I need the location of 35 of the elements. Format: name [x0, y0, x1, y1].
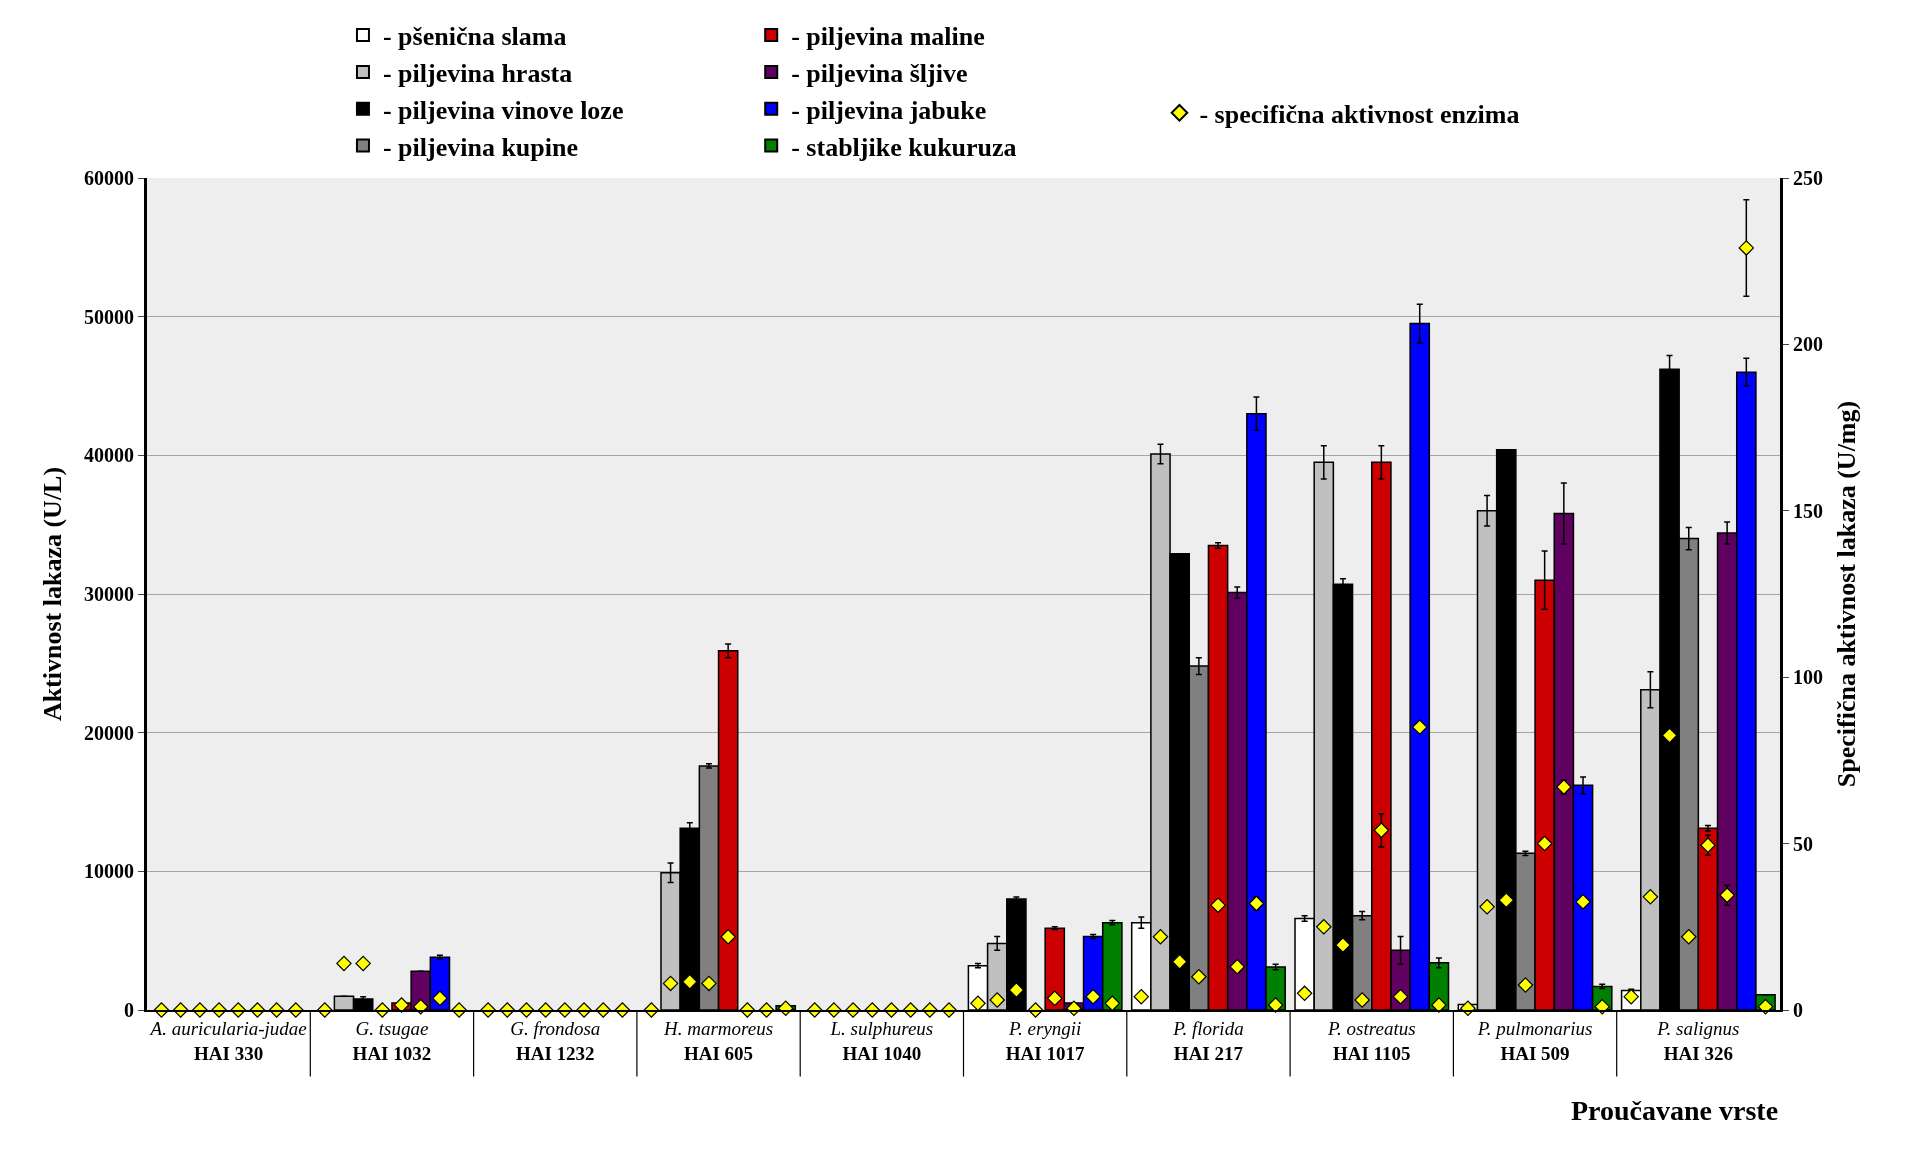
- y-tick-label: 30000: [84, 583, 134, 605]
- x-tick-label: G. frondosa HAI 1232: [510, 1017, 601, 1064]
- legend-label: - specifična aktivnost enzima: [1199, 99, 1520, 129]
- y-tick-label: 50000: [84, 305, 134, 328]
- x-tick-label: P. pulmonarius HAI 509: [1476, 1017, 1593, 1064]
- legend-label: - piljevina hrasta: [382, 59, 573, 89]
- y2-tick-label: 0: [1793, 999, 1803, 1021]
- x-tick-label: P. ostreatus HAI 1105: [1326, 1017, 1416, 1064]
- x-tick-label: G. tsugae HAI 1032: [352, 1017, 432, 1064]
- legend-label: - piljevina kupine: [382, 132, 579, 162]
- x-tick-label: L. sulphureus HAI 1040: [829, 1017, 934, 1064]
- legend-label: - piljevina šljive: [791, 59, 968, 89]
- y-tick-label: 10000: [84, 860, 134, 883]
- y2-tick-label: 100: [1793, 666, 1823, 689]
- x-tick-label: H. marmoreus HAI 605: [663, 1017, 774, 1064]
- y2-tick-label: 50: [1793, 832, 1813, 855]
- legend-label: - piljevina maline: [791, 22, 985, 52]
- y2-tick-label: 250: [1793, 167, 1823, 189]
- x-tick-label: A. auricularia-judae HAI 330: [148, 1017, 307, 1064]
- y2-tick-label: 150: [1793, 499, 1823, 522]
- y-axis-title: Aktivnost lakaza (U/L): [38, 466, 68, 722]
- y-tick-label: 60000: [84, 167, 134, 189]
- x-tick-label: P. florida HAI 217: [1172, 1017, 1244, 1064]
- x-tick-label: P. eryngii HAI 1017: [1005, 1017, 1085, 1064]
- legend-label: - piljevina vinove loze: [382, 95, 624, 125]
- y2-tick-label: 200: [1793, 333, 1823, 356]
- x-axis-title: Proučavane vrste: [1571, 1095, 1779, 1126]
- legend-label: - stabljike kukuruza: [791, 132, 1017, 162]
- y-tick-label: 20000: [84, 721, 134, 744]
- y-tick-label: 40000: [84, 444, 134, 467]
- legend-label: - pšenična slama: [382, 22, 567, 52]
- x-tick-label: P. salignus HAI 326: [1656, 1017, 1740, 1064]
- y2-axis-title: Specifična aktivnost lakaza (U/mg): [1831, 400, 1861, 788]
- y-tick-label: 0: [124, 999, 134, 1021]
- legend-label: - piljevina jabuke: [791, 95, 987, 125]
